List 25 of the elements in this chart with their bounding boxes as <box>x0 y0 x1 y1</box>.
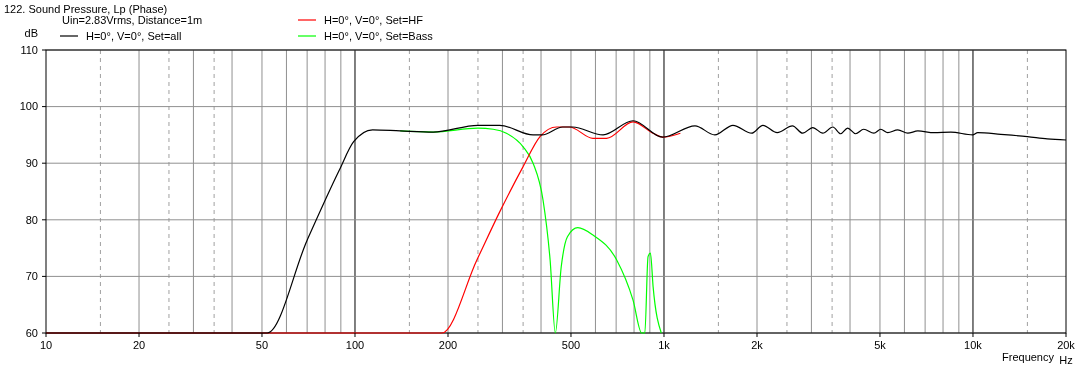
text: Hz <box>1059 354 1073 366</box>
y-axis-title: dB <box>24 27 38 39</box>
y-tick-label: 70 <box>25 270 38 283</box>
x-tick-label: 20 <box>132 339 146 351</box>
x-tick-label: 10 <box>39 339 53 351</box>
x-tick-label: 1k <box>658 339 671 351</box>
x-tick-label: 2k <box>751 339 764 351</box>
x-tick-label: 100 <box>345 339 365 351</box>
legend-label: H=0°, V=0°, Set=all <box>86 30 182 42</box>
y-tick-label: 60 <box>25 326 38 339</box>
y-tick-label: 110 <box>20 43 38 56</box>
x-tick-label: 10k <box>964 339 983 351</box>
x-tick-label: 20k <box>1057 339 1076 351</box>
y-tick-label: 80 <box>25 213 38 226</box>
chart-title: 122. Sound Pressure, Lp (Phase) <box>4 3 168 15</box>
x-tick-label: 50 <box>255 339 269 351</box>
text: Uin=2.83Vrms, Distance=1m <box>62 14 203 26</box>
legend-label: H=0°, V=0°, Set=HF <box>324 14 424 26</box>
y-tick-label: 100 <box>19 100 38 113</box>
x-tick-label: 5k <box>874 339 887 351</box>
x-tick-label: 200 <box>438 339 458 351</box>
x-tick-label: 500 <box>561 339 581 351</box>
y-tick-label: 90 <box>25 157 38 170</box>
x-axis-title: Frequency <box>1002 351 1055 363</box>
legend-label: H=0°, V=0°, Set=Bass <box>324 30 434 42</box>
